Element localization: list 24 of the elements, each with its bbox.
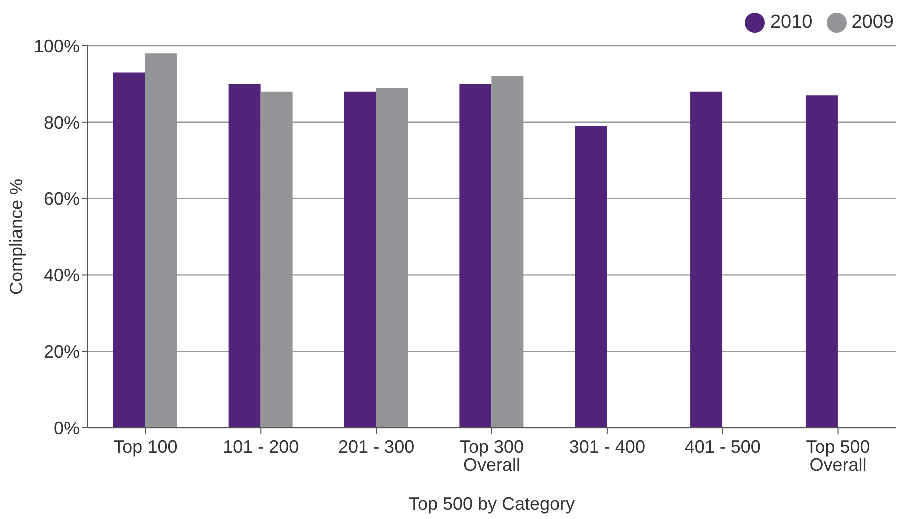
- bar: [344, 92, 376, 428]
- x-tick-label: 201 - 300: [338, 436, 415, 457]
- y-tick-label: 80%: [44, 112, 80, 133]
- x-tick-label: 301 - 400: [569, 436, 646, 457]
- x-tick-label: Top 300 Overall: [460, 436, 524, 475]
- y-tick-label: 40%: [44, 266, 80, 286]
- legend-label: 2009: [850, 12, 894, 34]
- bar: [228, 84, 261, 428]
- y-tick-label: 20%: [44, 342, 80, 362]
- y-tick-label: 0%: [54, 418, 80, 438]
- bar: [460, 84, 492, 428]
- x-tick-label: 101 - 200: [223, 436, 300, 457]
- bar: [690, 92, 723, 428]
- y-tick-label: 60%: [44, 189, 80, 210]
- x-axis-title: Top 500 by Category: [408, 494, 576, 514]
- y-axis-title: Compliance %: [6, 178, 26, 296]
- x-tick-label: Top 500 Overall: [806, 436, 870, 475]
- x-tick-label: Top 100: [114, 436, 178, 457]
- x-tick-label: 401 - 500: [684, 436, 761, 457]
- y-tick-label: 100%: [34, 36, 80, 56]
- bar: [806, 96, 838, 428]
- legend-label: 2010: [769, 12, 813, 34]
- bar: [575, 126, 608, 428]
- bar: [113, 72, 146, 428]
